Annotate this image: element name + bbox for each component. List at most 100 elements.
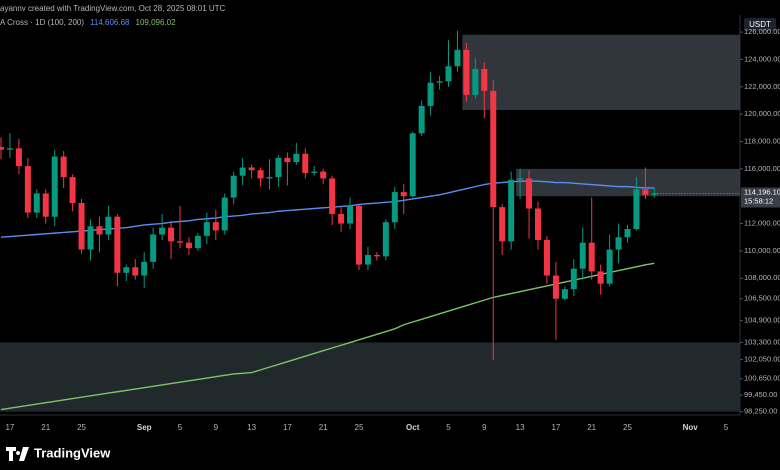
candle-body	[427, 82, 434, 106]
candle-body	[373, 255, 380, 257]
y-tick-label: 102,050.00	[744, 355, 780, 364]
x-tick-label: Oct	[406, 423, 420, 432]
candle-body	[615, 237, 622, 250]
candle-body	[651, 193, 658, 195]
x-tick-label: 17	[283, 423, 292, 432]
candle-body	[364, 255, 371, 265]
candle-body	[51, 156, 58, 217]
candle-body	[257, 170, 264, 179]
candle-body	[96, 226, 103, 235]
ma200-last: 109,096.02	[136, 18, 177, 27]
candle-body	[329, 178, 336, 214]
y-tick-label: 103,300.00	[744, 338, 780, 347]
y-tick-label: 112,000.00	[744, 219, 780, 228]
candle-body	[400, 192, 407, 197]
candle-body	[69, 177, 76, 204]
y-tick-label: 108,000.00	[744, 273, 780, 282]
candle-body	[266, 177, 273, 179]
candle-body	[24, 166, 31, 213]
candle-body	[33, 193, 40, 213]
candle-body	[114, 216, 121, 273]
countdown: 15:58:12	[744, 196, 773, 205]
x-tick-label: 5	[724, 423, 729, 432]
candle-body	[194, 235, 201, 249]
currency-box[interactable]	[744, 18, 776, 31]
candle-body	[338, 213, 345, 224]
candle-body	[535, 208, 541, 240]
y-tick-label: 126,000.00	[744, 27, 780, 36]
y-tick-label: 104,900.00	[744, 316, 780, 325]
x-tick-label: 17	[551, 423, 560, 432]
candle-body	[221, 197, 228, 231]
candle-body	[499, 207, 506, 242]
candle-body	[624, 229, 631, 238]
candle-body	[239, 167, 246, 176]
candle-body	[0, 146, 4, 150]
candle-body	[78, 203, 85, 250]
candle-body	[15, 148, 22, 167]
candle-body	[60, 156, 67, 178]
y-tick-label: 122,000.00	[744, 82, 780, 91]
indicator: A Cross · 1D (100, 200)	[0, 18, 84, 27]
x-tick-label: Nov	[683, 423, 699, 432]
candle-body	[561, 289, 568, 299]
candle-body	[472, 69, 479, 95]
x-tick-label: 21	[41, 423, 50, 432]
zone	[462, 34, 740, 111]
x-tick-label: 21	[587, 423, 596, 432]
candle-body	[445, 66, 452, 82]
candle-body	[436, 81, 443, 83]
candle-body	[463, 49, 470, 95]
candle-body	[230, 175, 237, 198]
y-tick-label: 106,500.00	[744, 294, 780, 303]
y-tick-label: 99,450.00	[744, 390, 777, 399]
candle-body	[132, 267, 139, 276]
candle-body	[141, 261, 148, 276]
logo: TradingView	[6, 445, 111, 461]
candle-body	[391, 192, 398, 223]
x-tick-label: 5	[178, 423, 183, 432]
candle-body	[579, 242, 586, 269]
candle-body	[212, 222, 219, 231]
y-tick-label: 100,650.00	[744, 374, 780, 383]
candle-body	[123, 267, 130, 273]
x-tick-label: 9	[214, 423, 219, 432]
x-tick-label: 5	[446, 423, 451, 432]
candle-body	[185, 242, 192, 249]
candle-body	[311, 171, 318, 173]
candle-body	[302, 153, 309, 173]
candle-body	[409, 133, 416, 197]
candle-body	[454, 49, 461, 67]
candle-body	[606, 249, 613, 284]
candle-body	[517, 178, 524, 180]
brand: TradingView	[34, 445, 111, 460]
x-tick-label: 13	[516, 423, 525, 432]
candle-body	[248, 167, 255, 171]
candle-body	[526, 178, 533, 209]
candle-body	[382, 222, 389, 257]
plot	[0, 30, 740, 412]
candle-body	[508, 179, 515, 242]
candle-body	[543, 239, 550, 276]
candle-body	[105, 216, 112, 235]
candle-body	[87, 226, 94, 250]
last-price-box	[741, 187, 780, 208]
candle-body	[633, 189, 640, 230]
y-tick-label: 98,250.00	[744, 407, 777, 416]
candle-body	[570, 268, 577, 290]
x-tick-label: 25	[623, 423, 632, 432]
y-tick-label: 110,000.00	[744, 246, 780, 255]
candle-body	[356, 205, 362, 265]
ma100-last: 114,606.68	[90, 18, 130, 27]
candle-body	[150, 234, 157, 262]
x-tick-label: 25	[355, 423, 364, 432]
x-tick-label: Sep	[137, 423, 152, 432]
zone	[0, 342, 740, 412]
candle-body	[6, 148, 13, 150]
last-price: 114,196.10	[744, 187, 780, 196]
y-tick-label: 124,000.00	[744, 54, 780, 63]
currency: USDT	[749, 20, 771, 29]
candle-body	[284, 157, 291, 163]
